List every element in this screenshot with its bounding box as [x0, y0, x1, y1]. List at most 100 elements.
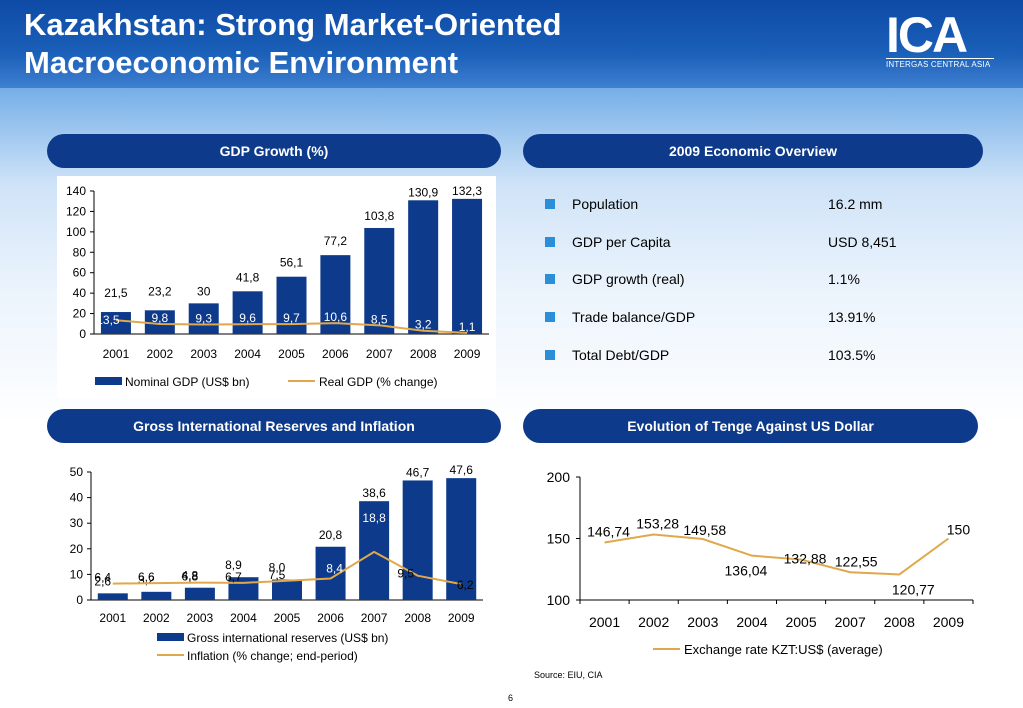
- x-tick-label: 2007: [366, 347, 393, 361]
- bar: [144, 310, 175, 334]
- x-tick-label: 2005: [785, 614, 816, 630]
- x-tick-label: 2008: [884, 614, 915, 630]
- page-title: Kazakhstan: Strong Market-Oriented Macro…: [24, 6, 561, 82]
- overview-label: GDP growth (real): [572, 271, 685, 287]
- y-tick-label: 140: [66, 184, 86, 198]
- line-data-label: 122,55: [835, 553, 878, 569]
- bar: [364, 227, 395, 334]
- x-tick-label: 2003: [687, 614, 718, 630]
- logo-subtitle: INTERGAS CENTRAL ASIA: [886, 58, 994, 69]
- line-data-label: 8,5: [371, 312, 388, 326]
- bar-data-label: 4,8: [182, 569, 199, 583]
- line-data-label: 6,7: [225, 570, 242, 584]
- y-tick-label: 60: [73, 266, 87, 280]
- bar-data-label: 2,6: [94, 574, 111, 588]
- tenge-evolution-header: Evolution of Tenge Against US Dollar: [523, 409, 978, 443]
- bar: [320, 255, 351, 334]
- y-tick-label: 10: [70, 567, 84, 581]
- x-tick-label: 2008: [410, 347, 437, 361]
- bar-data-label: 130,9: [408, 185, 438, 199]
- bar-data-label: 47,6: [450, 463, 474, 477]
- overview-value: 16.2 mm: [828, 196, 883, 212]
- economic-overview-header: 2009 Economic Overview: [523, 134, 983, 168]
- line-series: [115, 319, 468, 334]
- line-data-label: 7,5: [269, 568, 286, 582]
- bar-data-label: 30: [197, 284, 211, 298]
- bar-data-label: 132,3: [452, 184, 482, 198]
- bar: [97, 593, 128, 600]
- overview-value: 103.5%: [828, 347, 876, 363]
- bar-data-label: 8,0: [269, 561, 286, 575]
- x-tick-label: 2009: [454, 347, 481, 361]
- bullet-icon: [545, 274, 555, 284]
- bullet-icon: [545, 199, 555, 209]
- line-data-label: 149,58: [683, 522, 726, 538]
- source-note: Source: EIU, CIA: [534, 670, 603, 680]
- bar: [452, 198, 483, 334]
- title-line-1: Kazakhstan: Strong Market-Oriented: [24, 7, 562, 42]
- gdp-growth-header: GDP Growth (%): [47, 134, 501, 168]
- bullet-icon: [545, 237, 555, 247]
- legend-bar-swatch: [95, 377, 122, 385]
- x-tick-label: 2001: [99, 611, 126, 625]
- x-tick-label: 2003: [190, 347, 217, 361]
- overview-label: Population: [572, 196, 639, 212]
- line-data-label: 18,8: [362, 511, 386, 525]
- x-tick-label: 2007: [835, 614, 866, 630]
- x-tick-label: 2004: [230, 611, 257, 625]
- y-tick-label: 0: [79, 327, 86, 341]
- legend-line-label: Inflation (% change; end-period): [187, 649, 358, 663]
- line-data-label: 9,3: [195, 312, 212, 326]
- legend-bar-label: Gross international reserves (US$ bn): [187, 631, 388, 645]
- bar: [141, 591, 172, 600]
- x-tick-label: 2008: [404, 611, 431, 625]
- line-data-label: 9,8: [151, 311, 168, 325]
- x-tick-label: 2004: [736, 614, 767, 630]
- y-tick-label: 100: [547, 592, 571, 608]
- bar-data-label: 21,5: [104, 286, 128, 300]
- line-data-label: 9,6: [239, 311, 256, 325]
- y-tick-label: 150: [547, 531, 571, 547]
- line-data-label: 136,04: [725, 563, 768, 579]
- reserves-inflation-header: Gross International Reserves and Inflati…: [47, 409, 501, 443]
- line-data-label: 146,74: [587, 524, 630, 540]
- bullet-icon: [545, 350, 555, 360]
- y-tick-label: 0: [76, 593, 83, 607]
- bar-data-label: 46,7: [406, 465, 430, 479]
- line-data-label: 9,5: [397, 567, 414, 581]
- x-tick-label: 2001: [589, 614, 620, 630]
- tenge-chart-panel: 100 150 200 146,74 153,28 149,58 136,04 132,88 1…: [532, 455, 976, 663]
- bar-data-label: 56,1: [280, 256, 304, 270]
- y-tick-label: 120: [66, 204, 86, 218]
- title-line-2: Macroeconomic Environment: [24, 45, 459, 80]
- overview-value: 1.1%: [828, 271, 860, 287]
- logo-mark: ICA: [886, 7, 968, 63]
- line-series: [112, 550, 462, 586]
- x-tick-label: 2003: [187, 611, 214, 625]
- overview-label: Total Debt/GDP: [572, 347, 670, 363]
- bar: [272, 579, 302, 600]
- bar: [359, 501, 390, 600]
- x-tick-label: 2001: [103, 347, 130, 361]
- legend-bar-label: Nominal GDP (US$ bn): [125, 375, 250, 389]
- overview-label: Trade balance/GDP: [572, 309, 696, 325]
- bar: [184, 587, 215, 600]
- bar-data-label: 77,2: [324, 234, 348, 248]
- line-data-label: 153,28: [636, 515, 679, 531]
- line-data-label: 6,2: [457, 578, 474, 592]
- bar-data-label: 103,8: [364, 209, 394, 223]
- line-data-label: 132,88: [784, 551, 827, 567]
- reserves-chart-panel: 0 10 20 30 40 50 2,6 3,2 4,8 8,9 8,0 20,8 38,6 46,7 47…: [57, 455, 500, 668]
- x-tick-label: 2002: [638, 614, 669, 630]
- line-data-label: 10,6: [324, 310, 348, 324]
- line-data-label: 13,5: [96, 313, 120, 327]
- line-data-label: 6,4: [94, 571, 111, 585]
- bar: [408, 200, 439, 334]
- header-banner: [0, 0, 1023, 88]
- overview-value: USD 8,451: [828, 234, 897, 250]
- bar: [446, 478, 477, 600]
- bar-data-label: 8,9: [225, 558, 242, 572]
- page-number: 6: [508, 693, 514, 703]
- y-tick-label: 20: [73, 307, 87, 321]
